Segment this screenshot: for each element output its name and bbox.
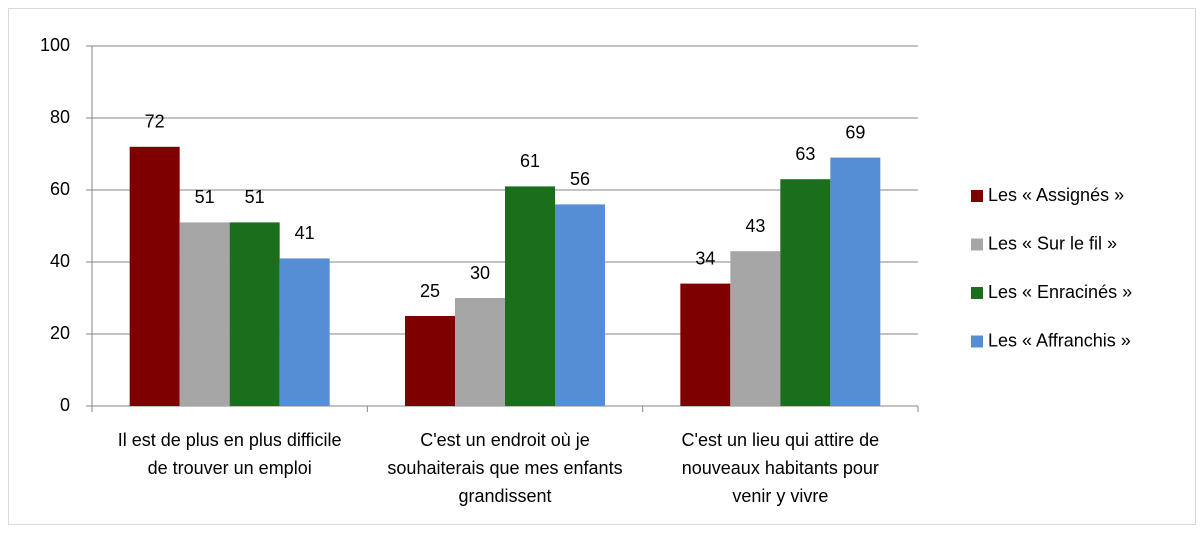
- bar: [730, 251, 781, 406]
- bar: [680, 283, 731, 406]
- bar: [405, 316, 455, 406]
- y-tick-label: 40: [50, 251, 70, 271]
- legend-label: Les « Affranchis »: [988, 330, 1131, 350]
- legend-label: Les « Enracinés »: [988, 282, 1132, 302]
- bar: [179, 222, 230, 406]
- y-tick-label: 60: [50, 179, 70, 199]
- bar: [555, 204, 605, 406]
- data-label: 25: [420, 281, 440, 301]
- data-label: 61: [520, 151, 540, 171]
- data-label: 43: [745, 216, 765, 236]
- legend-label: Les « Assignés »: [988, 185, 1124, 205]
- y-tick-label: 20: [50, 323, 70, 343]
- legend-label: Les « Sur le fil »: [988, 233, 1117, 253]
- data-label: 41: [295, 223, 315, 243]
- data-label: 63: [795, 144, 815, 164]
- y-tick-label: 80: [50, 107, 70, 127]
- legend-swatch: [971, 190, 983, 202]
- x-tick-label: C'est un lieu qui attire de nouveaux hab…: [681, 430, 880, 506]
- legend-swatch: [971, 238, 983, 251]
- bar: [455, 298, 505, 406]
- bar: [129, 146, 180, 407]
- bar: [229, 222, 280, 406]
- data-label: 69: [845, 122, 865, 142]
- chart-border: [8, 8, 1196, 525]
- x-tick-label: C'est un endroit où je souhaiterais que …: [387, 430, 623, 506]
- y-tick-label: 0: [60, 395, 70, 415]
- data-label: 51: [245, 187, 265, 207]
- legend-swatch: [971, 287, 983, 299]
- bar: [279, 258, 330, 406]
- data-label: 51: [195, 187, 215, 207]
- bar: [505, 186, 555, 406]
- x-tick-label: Il est de plus en plus difficile de trou…: [117, 430, 342, 478]
- bar: [780, 179, 831, 406]
- data-label: 34: [695, 248, 715, 268]
- bar: [830, 157, 881, 406]
- data-label: 72: [145, 112, 165, 132]
- y-tick-label: 100: [40, 35, 70, 55]
- data-label: 30: [470, 263, 490, 283]
- data-label: 56: [570, 169, 590, 189]
- legend-swatch: [971, 335, 983, 348]
